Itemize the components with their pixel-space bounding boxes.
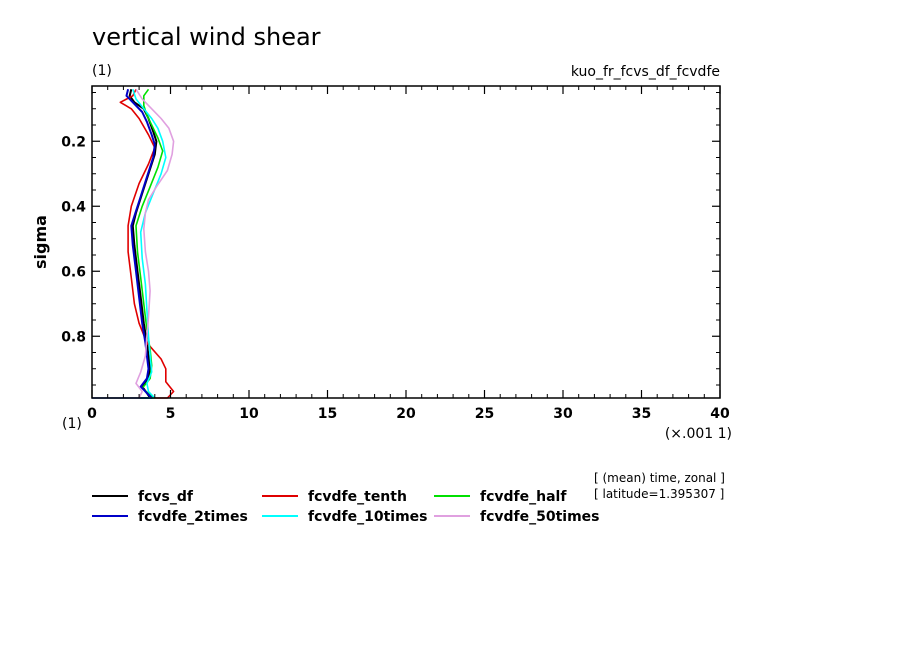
x-tick-label: 5 (166, 406, 176, 422)
series-line-fcvdfe-10times (92, 89, 167, 399)
annotation-line-2: [ latitude=1.395307 ] (594, 487, 724, 501)
chart-subtitle-right: kuo_fr_fcvs_df_fcvdfe (571, 64, 720, 80)
y-tick-label: 0.4 (61, 199, 86, 215)
x-tick-label: 10 (239, 406, 259, 422)
y-tick-label: 0.8 (61, 329, 86, 345)
series-line-fcvdfe-2times (92, 89, 156, 399)
x-tick-label: 0 (87, 406, 97, 422)
series-line-fcvdfe-tenth (92, 88, 175, 399)
annotation-line-1: [ (mean) time, zonal ] (594, 471, 725, 485)
x-tick-label: 15 (318, 406, 337, 422)
legend-label-fcvdfe-10times: fcvdfe_10times (308, 509, 428, 525)
legend-label-fcvdfe-2times: fcvdfe_2times (138, 509, 248, 525)
plot-frame (91, 85, 721, 399)
y-tick-label: 0.2 (61, 134, 86, 150)
series-line-fcvdfe-50times (92, 88, 175, 399)
y-axis-label: sigma (31, 215, 50, 269)
tick-layer: 0 5 10 15 20 25 30 35 40 0.2 0.4 0.6 0.8 (61, 86, 730, 422)
legend: fcvs_df fcvdfe_tenth fcvdfe_half fcvdfe_2ti… (92, 489, 600, 525)
x-tick-label: 40 (710, 406, 730, 422)
x-tick-label: 30 (553, 406, 573, 422)
legend-label-fcvdfe-half: fcvdfe_half (480, 489, 567, 505)
chart-title: vertical wind shear (92, 23, 321, 51)
legend-label-fcvdfe-tenth: fcvdfe_tenth (308, 489, 407, 505)
x-tick-label: 25 (475, 406, 494, 422)
x-tick-label: 20 (396, 406, 416, 422)
x-axis-unit: (×.001 1) (665, 426, 732, 442)
plot-area: 0 5 10 15 20 25 30 35 40 0.2 0.4 0.6 0.8 (61, 85, 730, 422)
legend-label-fcvdfe-50times: fcvdfe_50times (480, 509, 600, 525)
legend-label-fcvs-df: fcvs_df (138, 489, 194, 505)
series-layer (92, 88, 175, 399)
chart-subtitle-left: (1) (92, 63, 112, 79)
x-corner-label: (1) (62, 416, 82, 432)
y-tick-label: 0.6 (61, 264, 86, 280)
x-tick-label: 35 (632, 406, 651, 422)
